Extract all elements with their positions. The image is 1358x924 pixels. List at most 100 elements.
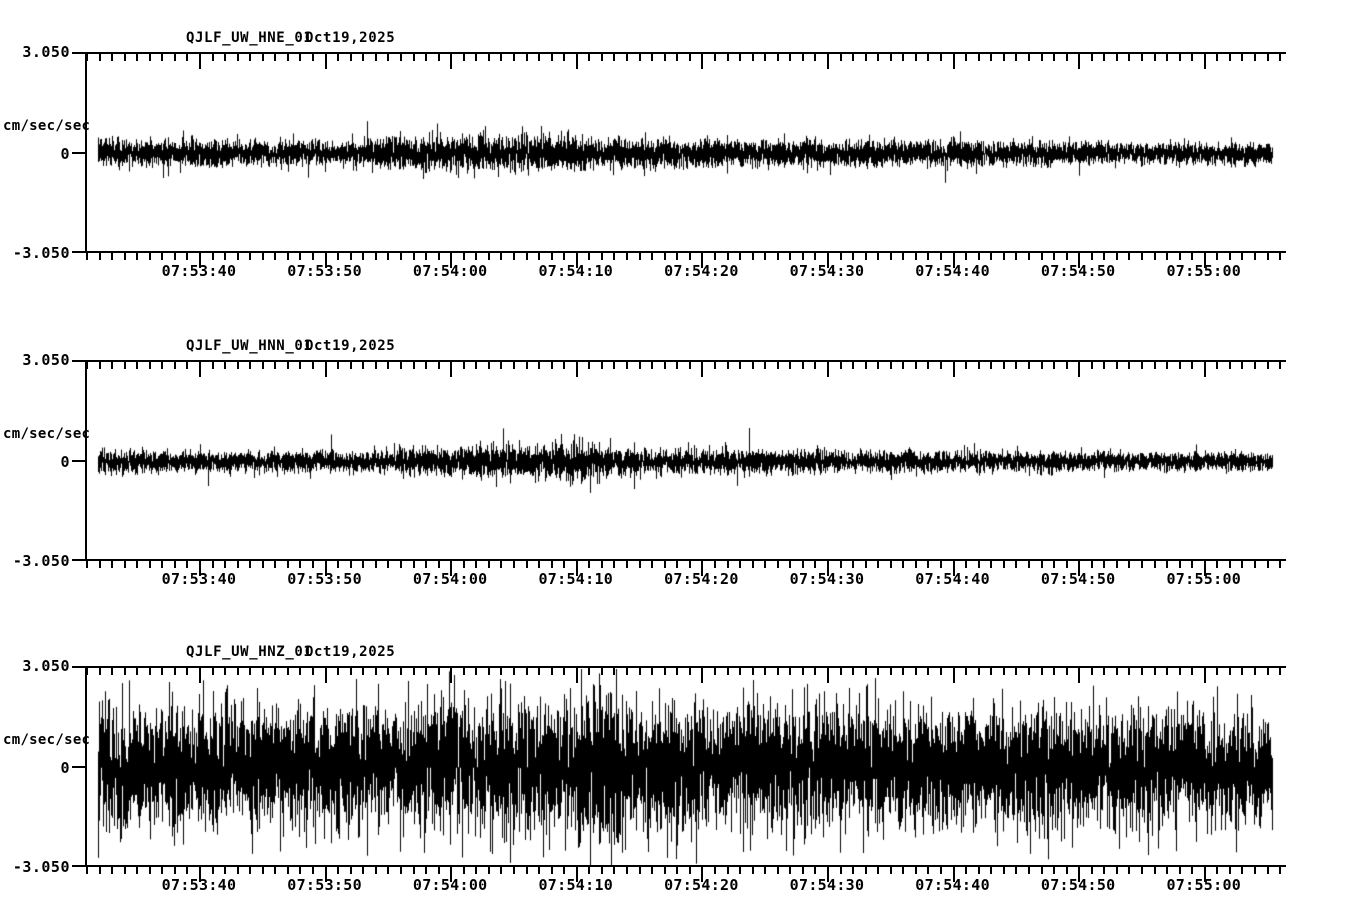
x-tick-minor: [1040, 251, 1043, 260]
x-tick-minor: [1228, 666, 1231, 675]
x-tick-minor: [261, 666, 264, 675]
x-tick-minor: [412, 52, 415, 61]
y-tick-zero-hnz: [72, 766, 85, 768]
x-tick-minor: [462, 360, 465, 369]
trace-title-hnn: QJLF_UW_HNN_01: [186, 338, 313, 354]
x-tick-minor: [965, 251, 968, 260]
x-tick-minor: [437, 251, 440, 260]
x-tick-minor: [726, 360, 729, 369]
x-tick-minor: [764, 865, 767, 874]
x-tick-minor: [261, 559, 264, 568]
y-tick-bottom-hnn: [72, 559, 85, 561]
x-tick-minor: [550, 559, 553, 568]
x-tick-minor: [927, 559, 930, 568]
x-tick-minor: [111, 52, 114, 61]
x-tick-minor: [1166, 559, 1169, 568]
x-tick-minor: [1128, 360, 1131, 369]
x-tick-minor: [1015, 865, 1018, 874]
x-tick-minor: [1241, 52, 1244, 61]
x-tick-minor: [1090, 666, 1093, 675]
x-tick-major: [952, 360, 955, 377]
x-tick-minor: [337, 865, 340, 874]
x-tick-minor: [123, 52, 126, 61]
x-tick-major: [324, 666, 327, 683]
x-tick-major: [324, 251, 327, 268]
x-tick-major: [1203, 666, 1206, 683]
x-tick-minor: [186, 360, 189, 369]
x-tick-minor: [864, 251, 867, 260]
x-tick-minor: [111, 360, 114, 369]
y-axis-bottom-label-hne: -3.050: [12, 244, 70, 262]
x-tick-minor: [977, 52, 980, 61]
x-tick-minor: [914, 865, 917, 874]
x-tick-minor: [538, 52, 541, 61]
x-tick-minor: [852, 559, 855, 568]
x-tick-minor: [437, 52, 440, 61]
x-tick-major: [827, 865, 829, 882]
x-tick-minor: [663, 360, 666, 369]
x-tick-major: [324, 865, 327, 882]
x-tick-minor: [98, 666, 101, 675]
x-tick-major: [575, 251, 578, 268]
y-axis-zero-label-hnn: 0: [60, 453, 70, 471]
x-tick-minor: [764, 52, 767, 61]
x-tick-major: [324, 52, 327, 69]
x-tick-minor: [1053, 865, 1056, 874]
x-tick-minor: [1191, 52, 1194, 61]
x-tick-minor: [500, 559, 503, 568]
x-tick-minor: [864, 360, 867, 369]
x-tick-minor: [626, 865, 629, 874]
x-tick-minor: [349, 666, 352, 675]
x-tick-minor: [563, 52, 566, 61]
y-tick-zero-hnn: [72, 460, 85, 462]
x-tick-minor: [1115, 251, 1118, 260]
x-tick-minor: [224, 559, 227, 568]
x-tick-minor: [1002, 559, 1005, 568]
x-tick-minor: [299, 666, 302, 675]
x-tick-major: [1203, 865, 1206, 882]
x-tick-minor: [425, 52, 428, 61]
x-tick-minor: [965, 52, 968, 61]
x-tick-minor: [902, 559, 905, 568]
x-tick-minor: [990, 360, 993, 369]
x-tick-minor: [751, 666, 754, 675]
x-tick-minor: [1090, 251, 1093, 260]
x-tick-minor: [374, 52, 377, 61]
x-tick-major: [575, 666, 578, 683]
x-tick-minor: [412, 865, 415, 874]
x-tick-minor: [864, 666, 867, 675]
x-tick-minor: [374, 360, 377, 369]
x-tick-minor: [940, 251, 943, 260]
x-tick-minor: [487, 865, 490, 874]
x-tick-minor: [651, 865, 654, 874]
axis-top-hnn: [85, 360, 1286, 362]
x-tick-minor: [1166, 666, 1169, 675]
x-tick-minor: [1027, 360, 1030, 369]
x-tick-major: [1078, 52, 1081, 69]
x-tick-minor: [1065, 559, 1068, 568]
x-tick-minor: [789, 559, 792, 568]
x-tick-minor: [500, 251, 503, 260]
x-tick-label: 07:53:50: [287, 570, 362, 588]
x-tick-minor: [85, 865, 88, 874]
x-tick-minor: [525, 865, 528, 874]
x-tick-minor: [977, 251, 980, 260]
x-tick-minor: [877, 251, 880, 260]
x-tick-minor: [927, 360, 930, 369]
x-tick-minor: [713, 666, 716, 675]
x-tick-minor: [1065, 865, 1068, 874]
y-tick-top-hne: [72, 52, 85, 54]
x-tick-minor: [98, 52, 101, 61]
x-tick-minor: [1178, 251, 1181, 260]
y-axis-unit-label-hnz: cm/sec/sec: [3, 732, 91, 748]
x-tick-minor: [1040, 666, 1043, 675]
x-tick-major: [952, 559, 955, 576]
x-tick-minor: [236, 52, 239, 61]
x-tick-minor: [588, 251, 591, 260]
x-tick-minor: [525, 52, 528, 61]
x-tick-minor: [136, 251, 139, 260]
x-tick-major: [450, 666, 453, 683]
x-tick-major: [1203, 559, 1206, 576]
x-tick-minor: [1279, 666, 1282, 675]
x-tick-minor: [1103, 559, 1106, 568]
